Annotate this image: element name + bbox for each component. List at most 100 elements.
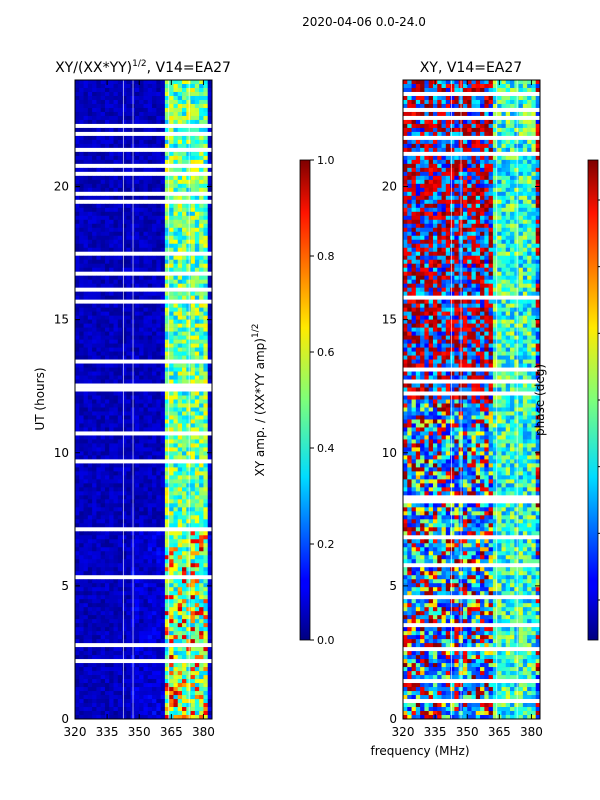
amplitude-flagged-row (75, 191, 212, 197)
amplitude-heatmap-cell (177, 671, 183, 676)
amplitude-heatmap-cell (164, 647, 170, 652)
amplitude-heatmap-cell (92, 707, 97, 712)
amplitude-heatmap-cell (194, 167, 200, 173)
amplitude-heatmap-cell (100, 499, 106, 504)
amplitude-heatmap-cell (83, 87, 89, 93)
amplitude-heatmap-cell (113, 403, 119, 408)
amplitude-heatmap-cell (134, 419, 140, 424)
amplitude-heatmap-cell (117, 683, 123, 688)
amplitude-heatmap-cell (79, 295, 84, 300)
phase-heatmap-cell (467, 127, 472, 133)
amplitude-heatmap-cell (117, 707, 123, 712)
amplitude-heatmap-cell (139, 679, 144, 684)
amplitude-heatmap-cell (79, 211, 84, 217)
amplitude-heatmap-cell (164, 263, 170, 269)
amplitude-heatmap-cell (199, 347, 204, 352)
amplitude-heatmap-cell (147, 187, 153, 193)
amplitude-heatmap-cell (194, 351, 200, 356)
amplitude-heatmap-cell (143, 247, 149, 253)
amplitude-heatmap-cell (109, 567, 114, 572)
amplitude-heatmap-cell (143, 503, 149, 508)
amplitude-heatmap-cell (194, 635, 200, 640)
amplitude-heatmap-cell (117, 523, 123, 528)
amplitude-heatmap-cell (134, 499, 140, 504)
amplitude-heatmap-cell (117, 675, 123, 680)
amplitude-heatmap-cell (203, 703, 209, 708)
phase-heatmap-cell (415, 119, 421, 125)
amplitude-heatmap-cell (190, 599, 196, 604)
amplitude-heatmap-cell (177, 187, 183, 193)
amplitude-heatmap-cell (126, 411, 131, 416)
amplitude-heatmap-cell (182, 247, 187, 253)
amplitude-heatmap-cell (126, 107, 131, 113)
amplitude-heatmap-cell (79, 167, 84, 173)
amplitude-heatmap-cell (190, 439, 196, 444)
amplitude-heatmap-cell (156, 559, 161, 564)
amplitude-heatmap-cell (186, 499, 191, 504)
amplitude-heatmap-cell (156, 119, 161, 125)
amplitude-heatmap-cell (199, 339, 204, 344)
amplitude-heatmap-cell (75, 211, 80, 217)
amplitude-heatmap-cell (194, 371, 200, 376)
amplitude-heatmap-cell (207, 683, 212, 688)
amplitude-heatmap-cell (147, 179, 153, 185)
amplitude-heatmap-cell (139, 295, 144, 300)
amplitude-heatmap-cell (122, 551, 127, 556)
amplitude-heatmap-cell (177, 111, 183, 117)
amplitude-heatmap-cell (104, 487, 110, 492)
amplitude-heatmap-cell (199, 247, 204, 253)
amplitude-heatmap-cell (182, 679, 187, 684)
amplitude-heatmap-cell (194, 463, 200, 468)
amplitude-heatmap-cell (117, 247, 123, 253)
phase-heatmap-cell (518, 131, 524, 137)
amplitude-heatmap-cell (83, 99, 89, 105)
amplitude-heatmap-cell (203, 511, 209, 516)
amplitude-heatmap-cell (113, 263, 119, 269)
amplitude-colorbar-ticks: 0.00.20.40.60.81.0 (310, 154, 335, 647)
amplitude-heatmap-cell (169, 511, 174, 516)
amplitude-heatmap-cell (134, 651, 140, 656)
amplitude-heatmap-cell (152, 563, 157, 568)
amplitude-heatmap-cell (83, 503, 89, 508)
amplitude-heatmap-cell (194, 291, 200, 296)
amplitude-heatmap-cell (139, 331, 144, 336)
amplitude-heatmap-cell (126, 579, 131, 584)
amplitude-heatmap-cell (182, 663, 187, 668)
amplitude-heatmap-cell (143, 139, 149, 145)
amplitude-heatmap-cell (126, 519, 131, 524)
amplitude-heatmap-cell (177, 243, 183, 249)
amplitude-heatmap-cell (87, 83, 93, 89)
amplitude-heatmap-cell (203, 495, 209, 500)
amplitude-heatmap-cell (194, 159, 200, 165)
phase-heatmap-cell (522, 99, 528, 105)
amplitude-heatmap-cell (87, 679, 93, 684)
amplitude-heatmap-cell (182, 307, 187, 312)
phase-heatmap-cell (522, 111, 528, 117)
amplitude-heatmap-cell (134, 211, 140, 217)
amplitude-heatmap-cell (152, 139, 157, 145)
amplitude-heatmap-cell (207, 279, 212, 284)
amplitude-heatmap-cell (100, 87, 106, 93)
amplitude-heatmap-cell (96, 555, 101, 560)
amplitude-heatmap-cell (96, 151, 101, 157)
amplitude-heatmap-cell (109, 139, 114, 145)
amplitude-heatmap-cell (143, 479, 149, 484)
phase-heatmap-cell (514, 143, 519, 149)
amplitude-heatmap-cell (100, 627, 106, 632)
amplitude-heatmap-cell (156, 543, 161, 548)
amplitude-heatmap-cell (100, 355, 106, 360)
amplitude-heatmap-cell (156, 275, 161, 280)
amplitude-heatmap-cell (100, 167, 106, 173)
amplitude-heatmap-cell (182, 523, 187, 528)
amplitude-heatmap-cell (83, 363, 89, 368)
phase-heatmap-cell (522, 87, 528, 93)
amplitude-heatmap-cell (75, 315, 80, 320)
amplitude-heatmap-cell (190, 347, 196, 352)
phase-flagged-row (403, 107, 540, 113)
amplitude-heatmap-cell (75, 195, 80, 201)
amplitude-heatmap-cell (87, 80, 93, 85)
amplitude-heatmap-cell (203, 303, 209, 308)
amplitude-heatmap-cell (169, 219, 174, 225)
amplitude-heatmap-cell (109, 95, 114, 101)
amplitude-heatmap-cell (134, 627, 140, 632)
